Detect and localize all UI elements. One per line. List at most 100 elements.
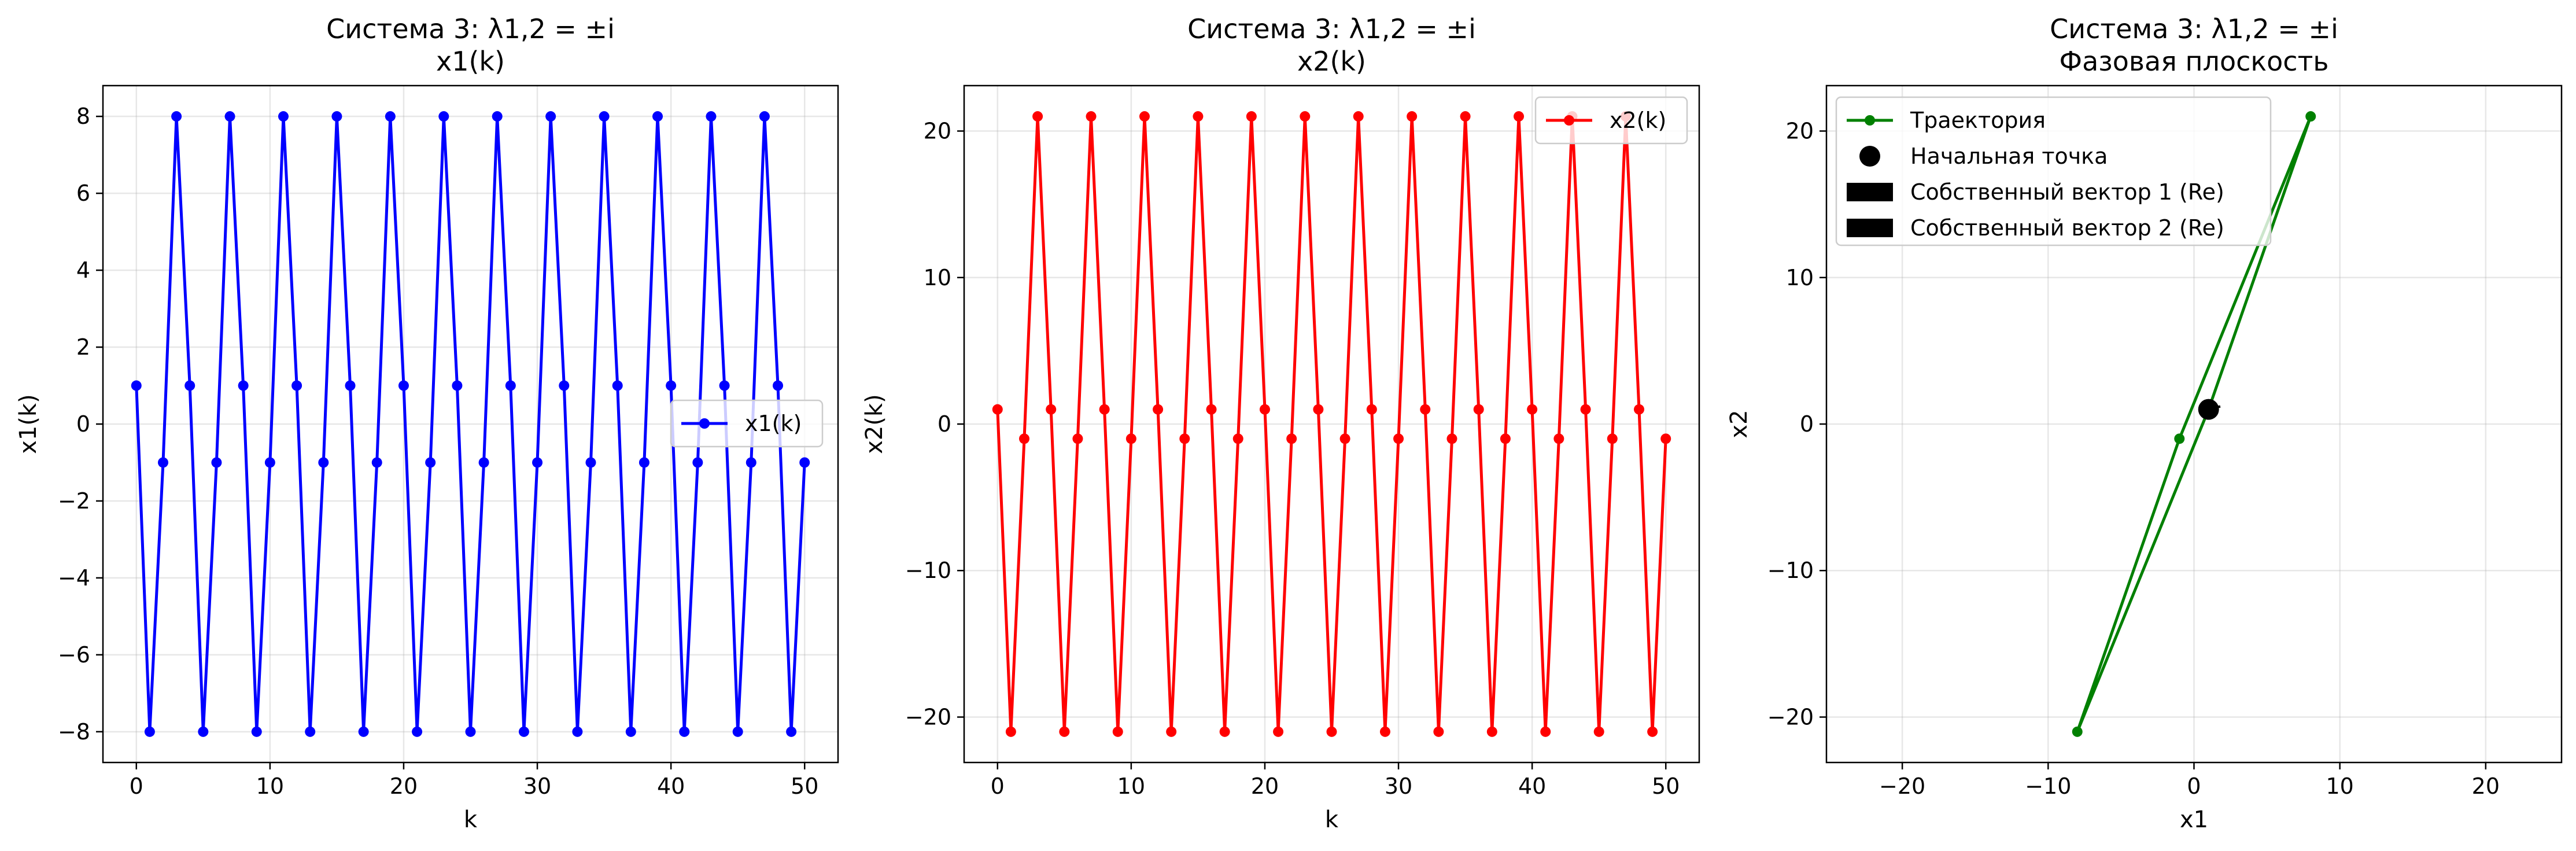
data-point <box>1514 111 1525 122</box>
x-axis-label: k <box>464 806 478 833</box>
data-point <box>278 111 289 122</box>
data-point <box>599 111 610 122</box>
data-point <box>2305 111 2316 122</box>
data-point <box>2072 726 2083 737</box>
data-point <box>1326 726 1337 737</box>
data-point <box>305 726 316 737</box>
x-tick-label: 10 <box>1117 773 1145 799</box>
x-tick-label: 30 <box>523 773 551 799</box>
data-point <box>612 380 623 391</box>
plot-area <box>131 111 810 737</box>
data-point <box>1420 404 1431 415</box>
data-point <box>1313 404 1324 415</box>
data-point <box>1286 433 1297 444</box>
legend-label: x2(k) <box>1610 108 1666 133</box>
y-axis-label: x1(k) <box>15 394 42 454</box>
data-point <box>492 111 503 122</box>
grid <box>964 86 1699 762</box>
x-tick-label: −10 <box>2025 773 2071 799</box>
y-tick-label: −8 <box>58 719 90 745</box>
data-point <box>1607 433 1618 444</box>
data-point <box>1460 111 1471 122</box>
x-tick-label: 40 <box>657 773 685 799</box>
data-point <box>291 380 302 391</box>
data-point <box>559 380 570 391</box>
y-tick-label: −4 <box>58 565 90 591</box>
chart-subtitle: x1(k) <box>436 46 505 77</box>
data-point <box>1580 404 1591 415</box>
data-point <box>1553 433 1564 444</box>
legend: Траектория Начальная точка Собственный век… <box>1835 96 2272 246</box>
data-point <box>652 111 663 122</box>
data-point <box>1407 111 1418 122</box>
data-point <box>545 111 556 122</box>
data-point <box>1433 726 1444 737</box>
legend-patch <box>1847 183 1893 201</box>
data-point <box>505 380 516 391</box>
data-point <box>358 726 369 737</box>
chart-subtitle: x2(k) <box>1297 46 1366 77</box>
y-tick-label: 10 <box>924 265 951 290</box>
x-tick-label: 30 <box>1385 773 1412 799</box>
legend-label: Траектория <box>1910 108 2046 133</box>
data-point <box>157 457 168 468</box>
data-point <box>465 726 476 737</box>
legend-patch <box>1847 219 1893 237</box>
data-point <box>1379 726 1390 737</box>
data-point <box>425 457 436 468</box>
data-point <box>1527 404 1538 415</box>
data-point <box>585 457 596 468</box>
eigenvector-arrow-3 <box>2208 405 2221 411</box>
y-tick-label: −20 <box>1767 704 1814 730</box>
data-point <box>371 457 382 468</box>
data-point <box>1393 433 1404 444</box>
x-tick-label: 40 <box>1518 773 1546 799</box>
data-point <box>318 457 329 468</box>
data-point <box>331 111 342 122</box>
data-point <box>345 380 356 391</box>
data-point <box>1206 404 1217 415</box>
chart-panel-3: −20 −10 0 10 20 −20 −10 0 10 20 Система 3: λ1,2 = … <box>1726 13 2563 833</box>
data-point <box>719 380 730 391</box>
data-point <box>171 111 182 122</box>
data-point <box>224 111 235 122</box>
data-point <box>625 726 636 737</box>
legend-box <box>670 399 824 448</box>
data-point <box>438 111 449 122</box>
plot-area <box>2072 111 2316 737</box>
legend-label: x1(k) <box>745 411 802 436</box>
data-point <box>2174 433 2185 444</box>
legend-marker <box>1865 115 1875 126</box>
data-point <box>1005 726 1016 737</box>
data-point <box>211 457 222 468</box>
data-point <box>1300 111 1311 122</box>
y-tick-label: 20 <box>1786 119 1814 144</box>
chart-panel-1: 0 10 20 30 40 50 −8 −6 −4 −2 0 2 4 6 8 Система 3: λ1,2 … <box>15 13 839 833</box>
chart-title: Система 3: λ1,2 = ±i <box>1187 13 1476 45</box>
data-point <box>666 380 677 391</box>
x-tick-label: 0 <box>991 773 1005 799</box>
legend-label: Собственный вектор 1 (Re) <box>1910 179 2224 205</box>
data-point <box>1139 111 1150 122</box>
data-point <box>706 111 717 122</box>
x-tick-label: 20 <box>1251 773 1279 799</box>
data-point <box>412 726 423 737</box>
legend-marker <box>1564 115 1574 126</box>
data-point <box>1046 404 1057 415</box>
y-tick-label: 0 <box>76 411 90 437</box>
data-point <box>1166 726 1177 737</box>
data-point <box>1125 433 1136 444</box>
data-point <box>398 380 409 391</box>
data-point <box>746 457 756 468</box>
data-point <box>1059 726 1070 737</box>
chart-subtitle: Фазовая плоскость <box>2059 46 2328 77</box>
y-tick-label: 4 <box>76 257 90 283</box>
legend-marker <box>1859 146 1880 167</box>
data-point <box>198 726 209 737</box>
y-tick-label: 0 <box>938 411 951 437</box>
x-axis-label: k <box>1325 806 1339 833</box>
data-point <box>1232 433 1243 444</box>
legend: x1(k) <box>670 399 824 448</box>
y-tick-label: −10 <box>1767 558 1814 583</box>
